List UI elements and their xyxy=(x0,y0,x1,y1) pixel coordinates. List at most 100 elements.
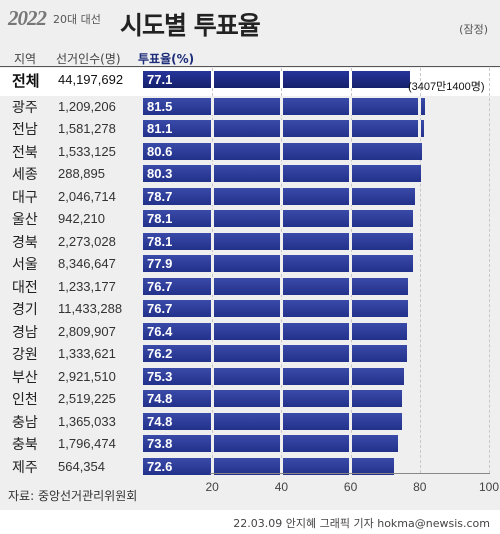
total-voters-annotation: (3407만1400명) xyxy=(408,81,485,93)
region-label: 충북 xyxy=(12,437,38,453)
bar-segment-gap xyxy=(210,232,214,250)
bar-segment-gap xyxy=(349,71,353,88)
voter-count: 2,273,028 xyxy=(58,233,116,249)
bar-segment-gap xyxy=(210,412,214,430)
voter-count: 1,365,033 xyxy=(58,413,116,429)
bar-segment-gap xyxy=(349,142,353,160)
bar-segment-gap xyxy=(279,187,283,205)
turnout-value-label: 80.6 xyxy=(147,143,173,159)
chart-title: 시도별 투표율 xyxy=(120,11,261,40)
bar-segment-gap xyxy=(279,277,283,295)
turnout-bar xyxy=(143,457,395,475)
voter-count: 11,433,288 xyxy=(58,301,123,316)
bar-segment-gap xyxy=(279,390,283,407)
x-tick-label: 60 xyxy=(343,480,358,494)
turnout-bar xyxy=(143,435,399,452)
bar-segment-gap xyxy=(279,300,283,317)
turnout-value-label: 72.6 xyxy=(147,458,173,474)
bar-segment-gap xyxy=(210,390,214,407)
bar-segment-gap xyxy=(279,210,283,227)
turnout-value-label: 77.9 xyxy=(147,256,173,271)
voter-count: 564,354 xyxy=(58,458,105,474)
voter-count: 2,921,510 xyxy=(58,368,116,384)
region-label: 강원 xyxy=(12,347,38,363)
credit-line: 22.03.09 안지혜 그래픽 기자 hokma@newsis.com xyxy=(233,517,490,530)
bar-segment-gap xyxy=(349,97,353,115)
bar-segment-gap xyxy=(418,120,422,137)
gridline-100 xyxy=(489,68,490,473)
bar-segment-gap xyxy=(349,232,353,250)
bar-segment-gap xyxy=(349,457,353,475)
bar-segment-gap xyxy=(210,300,214,317)
column-header-region: 지역 xyxy=(14,52,37,66)
bar-segment-gap xyxy=(349,435,353,452)
turnout-bar xyxy=(143,345,407,362)
bar-segment-gap xyxy=(279,120,283,137)
bar-segment-gap xyxy=(279,232,283,250)
turnout-value-label: 74.8 xyxy=(147,391,173,406)
region-label: 경북 xyxy=(12,234,38,251)
bar-segment-gap xyxy=(210,255,214,272)
column-header-voters: 선거인수(명) xyxy=(56,52,121,66)
region-label: 부산 xyxy=(12,369,38,386)
bar-segment-gap xyxy=(279,412,283,430)
bar-segment-gap xyxy=(349,367,353,385)
bar-segment-gap xyxy=(210,187,214,205)
region-label: 세종 xyxy=(12,167,38,183)
turnout-bar xyxy=(143,367,404,385)
voter-count: 1,533,125 xyxy=(58,143,116,159)
turnout-bar xyxy=(143,187,416,205)
region-label: 경남 xyxy=(12,324,38,341)
turnout-value-label: 78.1 xyxy=(147,211,173,226)
provisional-note: (잠정) xyxy=(459,23,488,36)
region-label: 서울 xyxy=(12,257,38,273)
voter-count: 44,197,692 xyxy=(58,72,124,87)
turnout-bar xyxy=(143,277,409,295)
x-tick-label: 100 xyxy=(478,480,500,494)
turnout-bar xyxy=(143,412,402,430)
bar-segment-gap xyxy=(210,277,214,295)
voter-count: 288,895 xyxy=(58,166,105,181)
turnout-value-label: 77.1 xyxy=(147,72,173,87)
turnout-bar xyxy=(143,232,414,250)
region-label: 제주 xyxy=(12,459,38,476)
gridline-80 xyxy=(419,68,421,473)
x-tick-label: 20 xyxy=(205,480,219,494)
bar-segment-gap xyxy=(349,210,353,227)
voter-count: 2,809,907 xyxy=(58,323,116,339)
voter-count: 8,346,647 xyxy=(58,256,116,271)
bar-segment-gap xyxy=(349,412,353,430)
bar-segment-gap xyxy=(279,71,283,88)
x-tick-label: 80 xyxy=(413,480,427,494)
bar-segment-gap xyxy=(210,345,214,362)
bar-segment-gap xyxy=(279,457,283,475)
turnout-value-label: 81.5 xyxy=(147,98,173,114)
voter-count: 1,233,177 xyxy=(58,278,116,294)
voter-count: 2,046,714 xyxy=(58,188,116,204)
turnout-bar xyxy=(143,390,402,407)
voter-count: 2,519,225 xyxy=(58,391,116,406)
bar-segment-gap xyxy=(210,457,214,475)
turnout-value-label: 78.1 xyxy=(147,233,173,249)
bar-segment-gap xyxy=(349,277,353,295)
turnout-value-label: 76.7 xyxy=(147,278,173,294)
turnout-bar xyxy=(143,300,409,317)
bar-segment-gap xyxy=(279,142,283,160)
subtitle: 20대 대선 xyxy=(53,13,101,26)
bar-segment-gap xyxy=(279,165,283,182)
turnout-bar xyxy=(143,97,425,115)
region-label: 대구 xyxy=(12,189,38,206)
bar-segment-gap xyxy=(349,165,353,182)
bar-segment-gap xyxy=(210,210,214,227)
region-label: 전체 xyxy=(12,72,40,90)
turnout-value-label: 76.4 xyxy=(147,323,173,339)
region-label: 전북 xyxy=(12,144,38,161)
bar-segment-gap xyxy=(210,97,214,115)
turnout-bar xyxy=(143,255,413,272)
bar-segment-gap xyxy=(349,120,353,137)
voter-count: 1,796,474 xyxy=(58,436,116,451)
turnout-bar xyxy=(143,142,422,160)
chart-card: 2022 20대 대선 시도별 투표율 (잠정) 지역 선거인수(명) 투표율(… xyxy=(0,0,500,510)
bar-segment-gap xyxy=(210,71,214,88)
turnout-value-label: 74.8 xyxy=(147,413,173,429)
